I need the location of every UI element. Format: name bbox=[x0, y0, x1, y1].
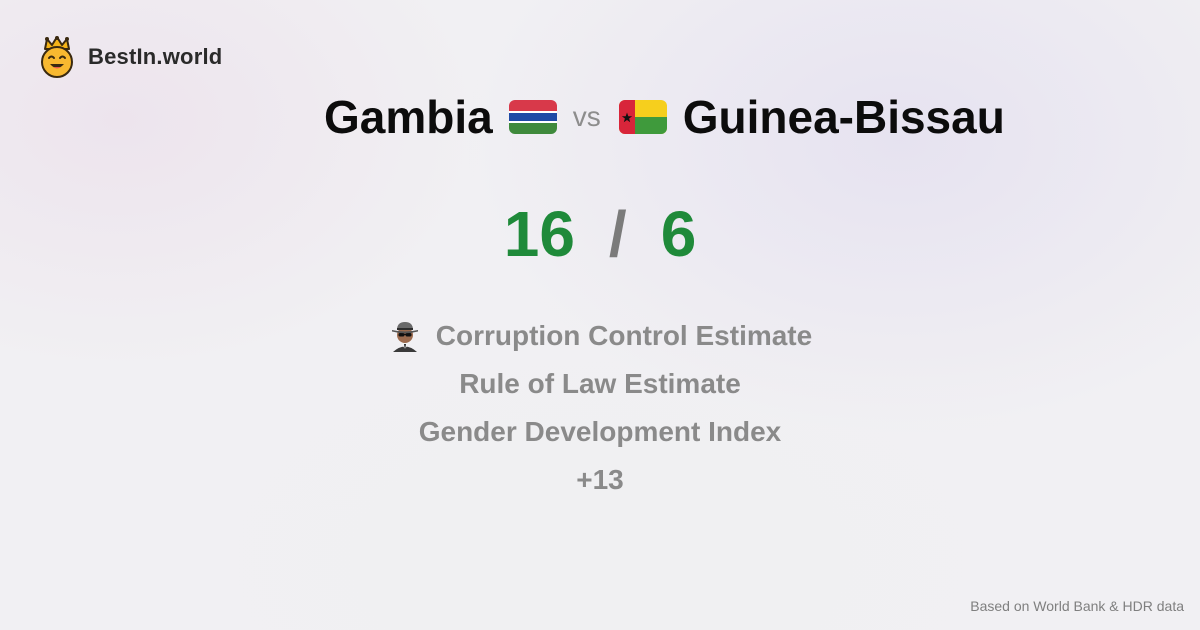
metric-item: Gender Development Index bbox=[419, 408, 782, 456]
more-metrics-label: +13 bbox=[576, 464, 624, 495]
brand-name: BestIn.world bbox=[88, 44, 223, 69]
guinea-bissau-flag-icon bbox=[618, 100, 667, 134]
vs-label: vs bbox=[572, 101, 601, 132]
right-country-name: Guinea-Bissau bbox=[682, 91, 1005, 143]
metric-label: Gender Development Index bbox=[418, 416, 782, 447]
metric-label: Corruption Control Estimate bbox=[435, 320, 813, 351]
metric-item: Rule of Law Estimate bbox=[459, 360, 741, 408]
left-country-name: Gambia bbox=[324, 91, 493, 143]
metric-item: Corruption Control Estimate bbox=[388, 312, 812, 360]
gambia-flag-icon bbox=[508, 100, 557, 134]
left-score: 16 bbox=[503, 198, 575, 270]
right-score: 6 bbox=[660, 198, 697, 270]
comparison-title: Gambia vs Guinea-Bissau bbox=[324, 88, 1005, 146]
spy-icon bbox=[391, 322, 418, 352]
crowned-smiley-icon bbox=[41, 36, 73, 78]
more-metrics-count: +13 bbox=[576, 456, 624, 504]
data-source-note: Based on World Bank & HDR data bbox=[970, 598, 1184, 614]
metric-label: Rule of Law Estimate bbox=[459, 368, 741, 399]
score-separator: / bbox=[608, 198, 627, 270]
brand-header[interactable]: BestIn.world bbox=[38, 36, 222, 78]
score-display: 16 / 6 bbox=[0, 194, 1200, 274]
metrics-list: Corruption Control Estimate Rule of Law … bbox=[0, 312, 1200, 504]
